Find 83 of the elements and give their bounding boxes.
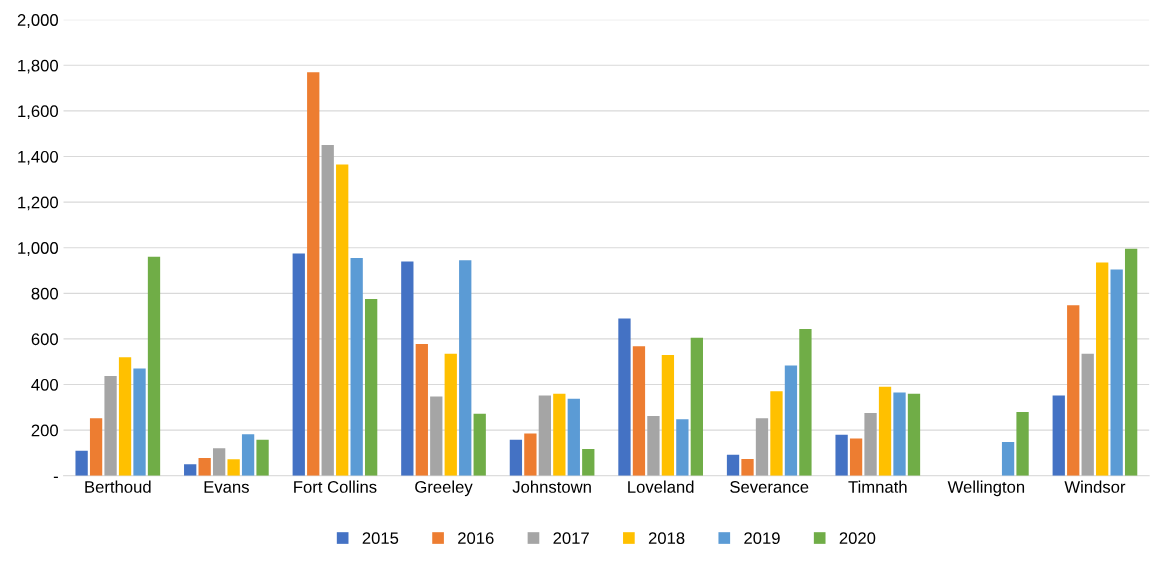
- bar: [741, 459, 754, 476]
- bar: [321, 145, 334, 476]
- bar: [336, 164, 349, 476]
- y-tick-label: 1,600: [18, 105, 59, 120]
- bar: [618, 318, 631, 476]
- bar: [256, 439, 269, 476]
- x-tick-label: Windsor: [1064, 480, 1126, 493]
- bar: [401, 261, 414, 476]
- bar: [567, 398, 580, 476]
- legend-label: 2017: [553, 532, 589, 545]
- x-tick-label: Loveland: [628, 480, 694, 493]
- y-tick-label: 1,800: [18, 59, 59, 74]
- bar: [799, 329, 812, 476]
- bar: [582, 449, 595, 476]
- legend-label: 2015: [362, 532, 399, 545]
- y-tick-label: 1,000: [18, 242, 59, 256]
- bar: [1110, 269, 1123, 476]
- x-tick-label: Evans: [204, 481, 249, 493]
- bar: [1067, 305, 1080, 476]
- bar: [661, 354, 675, 476]
- bar: [893, 392, 906, 476]
- bar: [292, 253, 305, 476]
- legend-label: 2016: [458, 532, 494, 545]
- y-tick-label: -: [53, 476, 58, 478]
- bar: [184, 464, 197, 476]
- bar: [1001, 441, 1015, 476]
- bar: [133, 368, 146, 476]
- bar: [690, 337, 703, 476]
- bar: [784, 365, 798, 476]
- y-tick-label: 1,400: [18, 150, 59, 165]
- x-tick-label: Greeley: [415, 480, 473, 497]
- bar: [835, 434, 848, 476]
- bar: [212, 448, 226, 476]
- bar: [350, 257, 363, 476]
- bar: [1081, 353, 1094, 476]
- bar: [770, 391, 783, 476]
- y-tick-label: 600: [31, 333, 59, 346]
- bar: [227, 459, 240, 476]
- x-tick-label: Timnath: [848, 480, 907, 493]
- y-tick-label: 1,200: [18, 196, 59, 211]
- x-tick-label: Severance: [730, 481, 809, 493]
- bar: [726, 454, 740, 476]
- bar: [444, 353, 457, 476]
- bar: [1016, 411, 1029, 476]
- x-tick-label: Johnstown: [512, 480, 591, 493]
- bar: [864, 413, 877, 476]
- legend-label: 2020: [839, 532, 876, 545]
- x-tick-label: Berthoud: [85, 480, 151, 493]
- y-tick-label: 400: [31, 378, 59, 391]
- bar: [755, 418, 769, 476]
- bar: [459, 260, 472, 476]
- bar: [538, 395, 551, 476]
- bar: [1052, 395, 1065, 476]
- bar: [307, 72, 320, 476]
- y-tick-label: 200: [31, 424, 59, 437]
- legend-label: 2019: [744, 532, 780, 545]
- bar: [878, 386, 892, 476]
- bar: [147, 256, 161, 476]
- bar: [89, 418, 103, 476]
- bar: [198, 457, 211, 476]
- bar: [907, 393, 921, 476]
- bar: [1124, 248, 1138, 476]
- bar: [415, 343, 428, 476]
- bar: [104, 376, 117, 476]
- y-tick-label: 800: [31, 287, 59, 300]
- legend-label: 2018: [648, 532, 685, 545]
- bar: [524, 433, 537, 476]
- bar: [553, 393, 566, 476]
- y-tick-label: 2,000: [17, 14, 59, 28]
- bar: [473, 413, 486, 476]
- bar: [509, 439, 523, 476]
- bar: [430, 396, 443, 476]
- bar: [241, 434, 255, 476]
- bar: [849, 438, 863, 476]
- bar: [75, 450, 88, 476]
- x-tick-label: Wellington: [947, 480, 1025, 497]
- bar: [676, 419, 689, 476]
- bar: [1096, 262, 1109, 476]
- bar: [364, 299, 378, 476]
- bar: [118, 357, 132, 476]
- x-tick-label: Fort Collins: [294, 480, 377, 493]
- bar: [632, 346, 646, 476]
- bar: [647, 416, 660, 476]
